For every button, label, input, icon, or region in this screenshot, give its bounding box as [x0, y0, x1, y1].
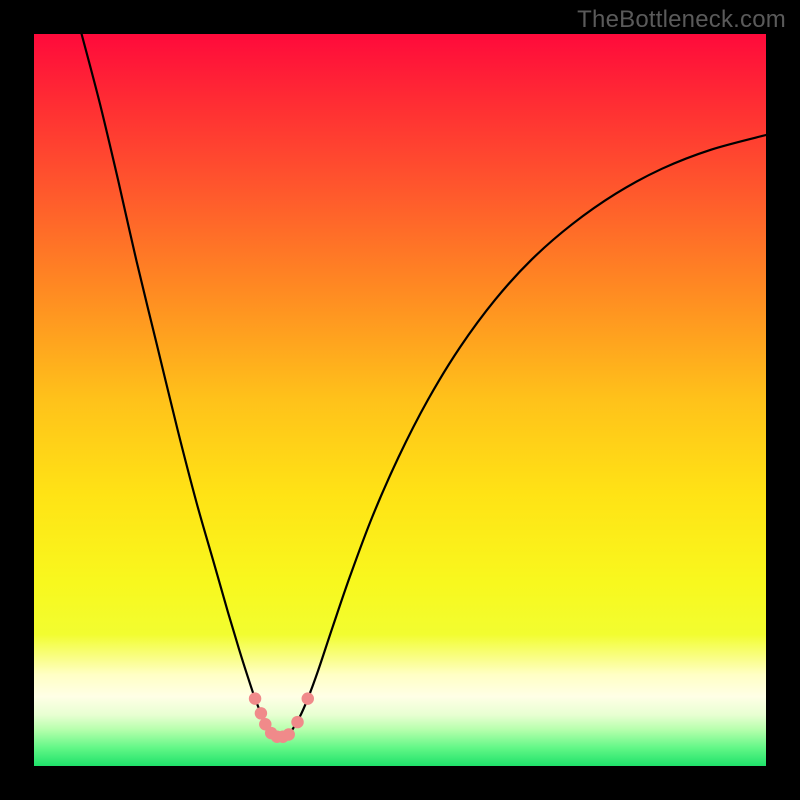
curve-marker: [249, 692, 261, 704]
chart-frame: TheBottleneck.com: [0, 0, 800, 800]
marker-layer: [34, 34, 766, 766]
curve-marker: [291, 716, 303, 728]
watermark-text: TheBottleneck.com: [577, 6, 786, 34]
curve-marker: [302, 692, 314, 704]
curve-marker: [283, 728, 295, 740]
curve-marker: [255, 707, 267, 719]
plot-area: [34, 34, 766, 766]
